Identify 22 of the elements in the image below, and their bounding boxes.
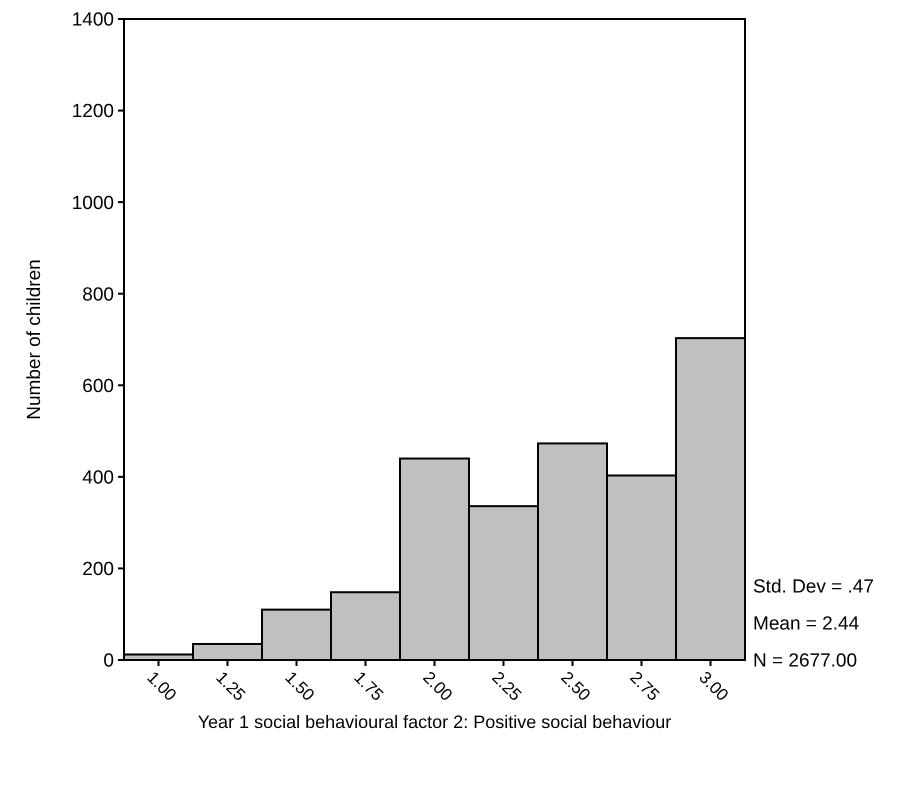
- x-tick-label: 1.50: [281, 668, 318, 705]
- x-axis-title: Year 1 social behavioural factor 2: Positive social behaviour: [198, 712, 672, 732]
- x-tick-label: 1.75: [350, 668, 388, 705]
- y-tick-label: 400: [82, 468, 114, 489]
- x-tick-label: 2.50: [557, 668, 594, 705]
- y-tick-label: 1200: [72, 101, 114, 122]
- y-tick-label: 0: [103, 650, 114, 672]
- x-tick-label: 1.25: [212, 668, 250, 705]
- y-tick-label: 1000: [72, 192, 114, 214]
- y-tick-label: 1400: [72, 10, 114, 31]
- y-tick-label: 200: [82, 559, 114, 580]
- y-axis-title: Number of children: [24, 259, 45, 420]
- text: Mean = 2.44: [753, 614, 860, 635]
- text: N = 2677.00: [753, 650, 858, 672]
- x-tick-label: 2.75: [626, 668, 664, 705]
- x-tick-label: 2.25: [488, 668, 526, 705]
- x-tick-label: 3.00: [695, 668, 732, 705]
- y-tick-label: 800: [82, 284, 114, 306]
- y-tick-label: 600: [82, 376, 114, 397]
- text: Std. Dev = .47: [753, 576, 874, 598]
- x-tick-label: 1.00: [143, 668, 180, 705]
- x-tick-label: 2.00: [419, 668, 456, 705]
